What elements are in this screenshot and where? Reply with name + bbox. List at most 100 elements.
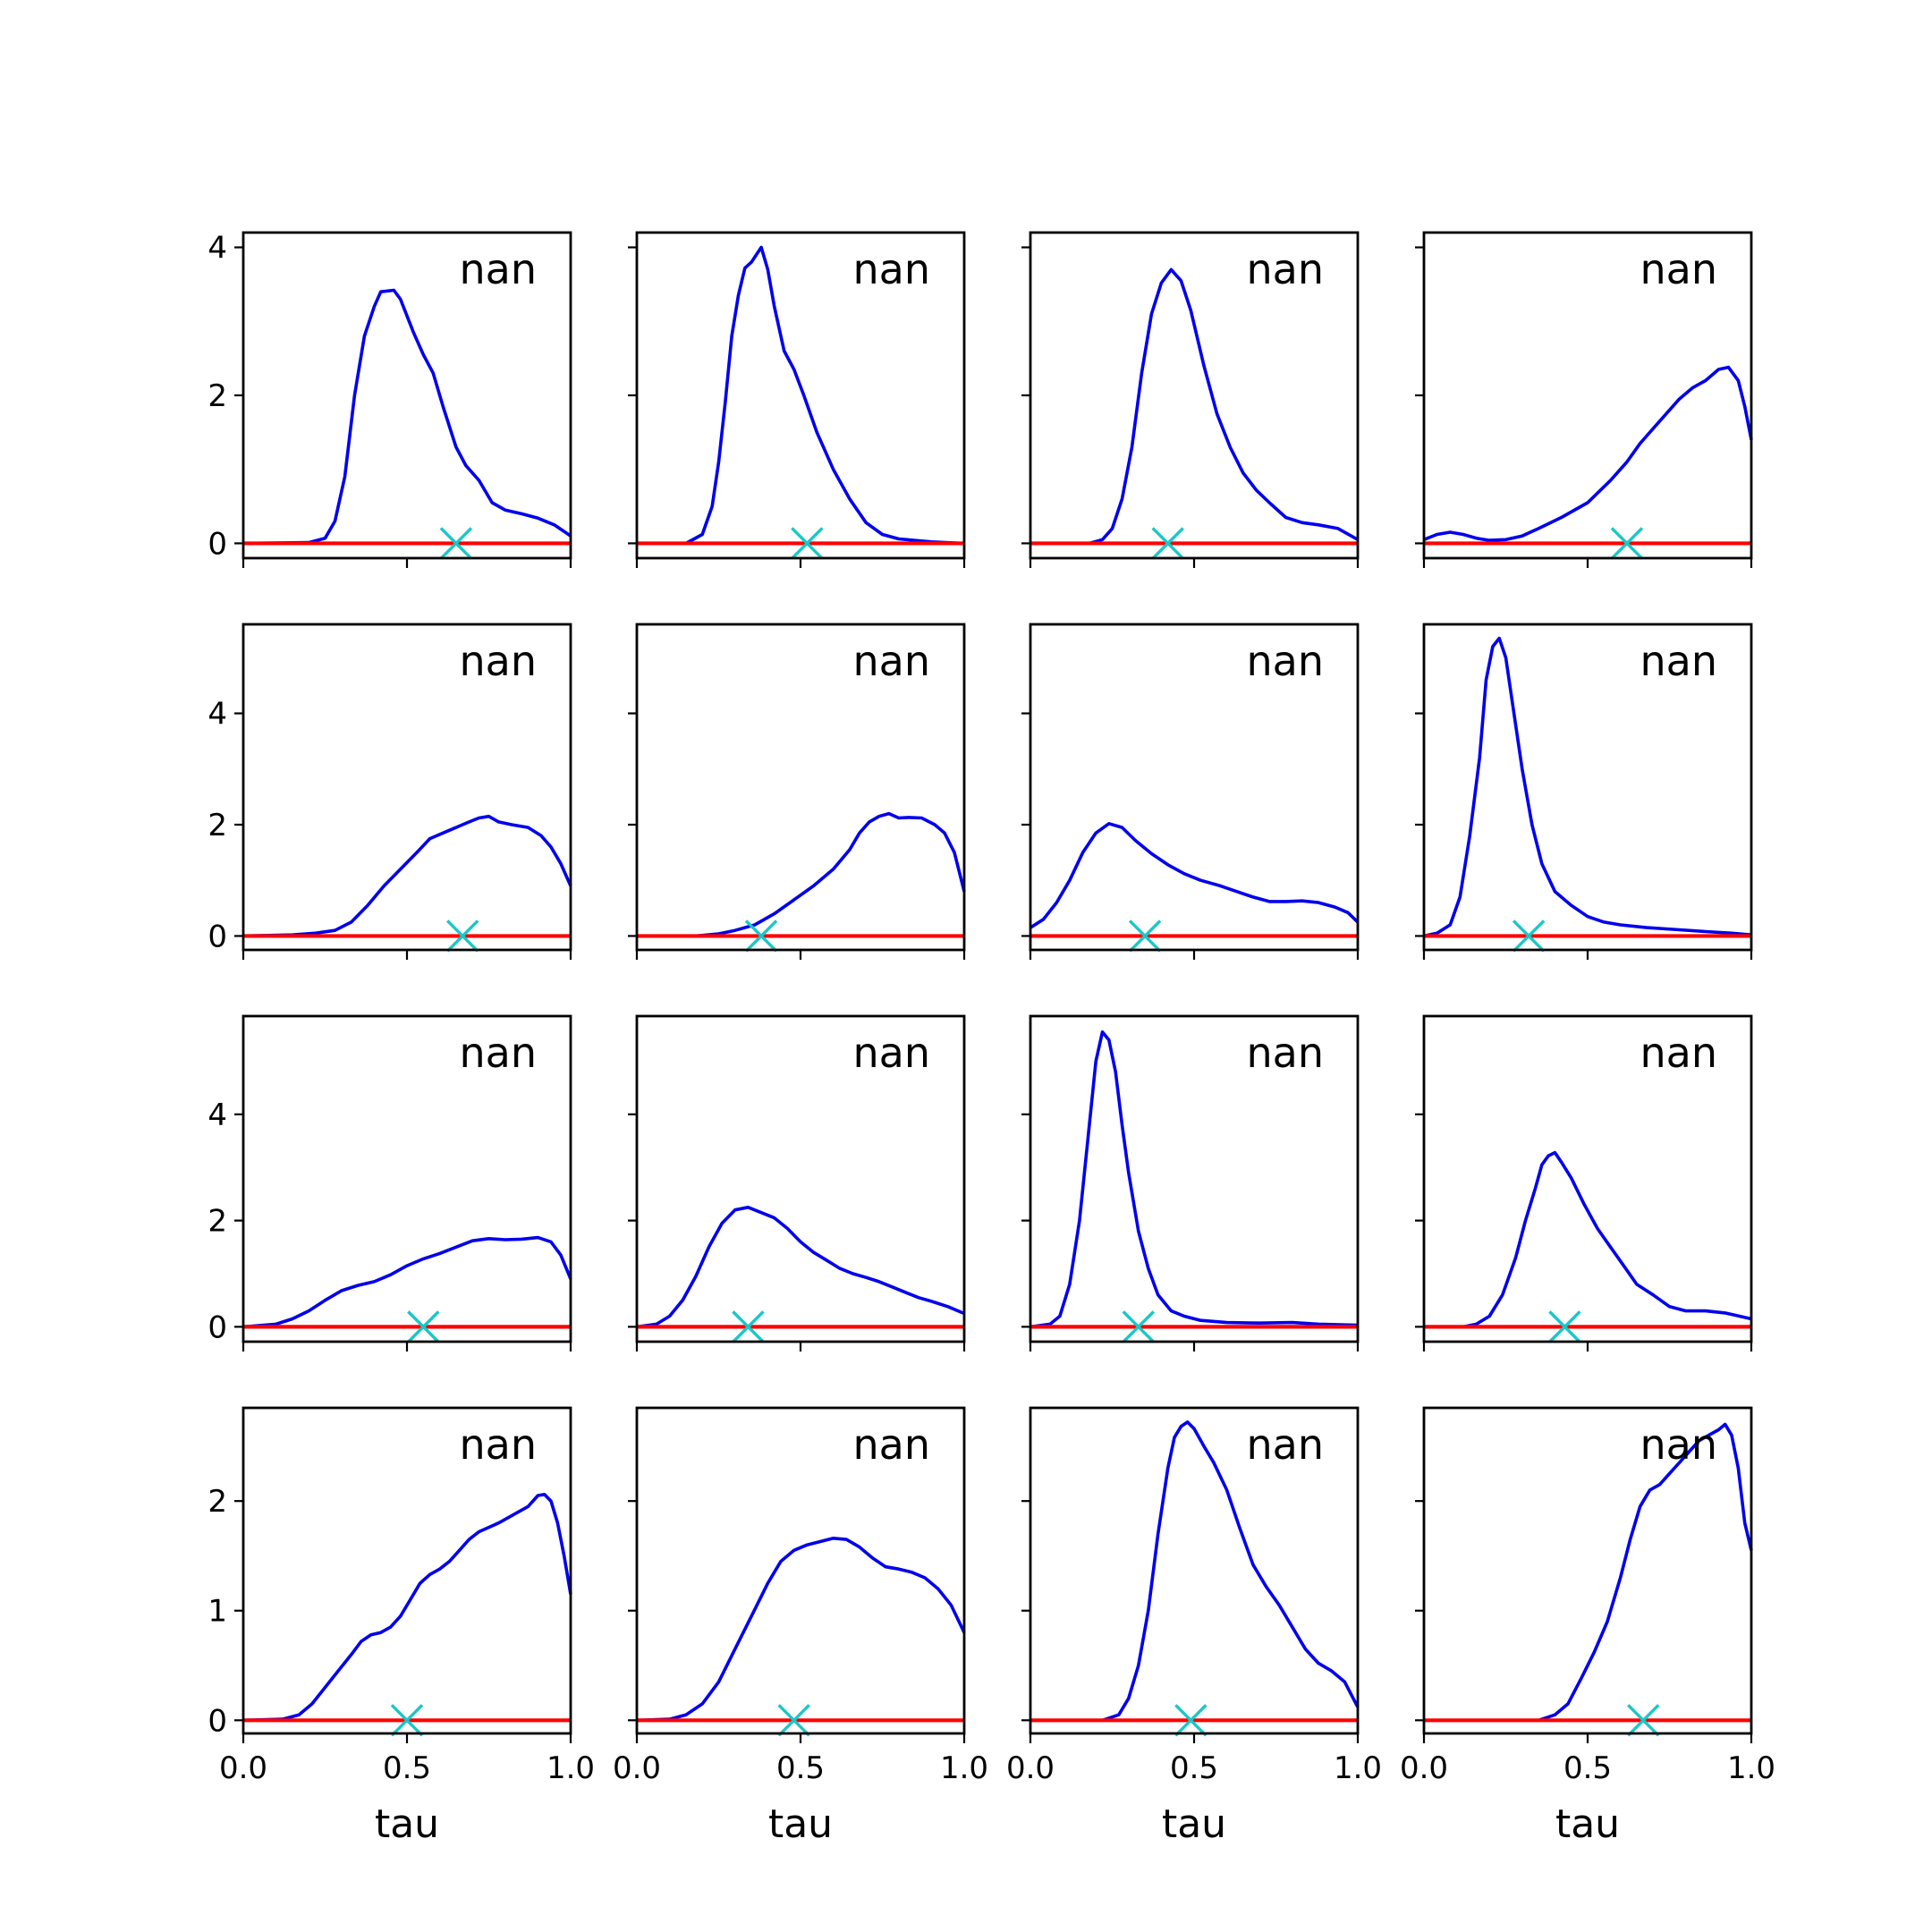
- y-tick-label: 0: [208, 919, 227, 954]
- density-curve: [1424, 1422, 1753, 1723]
- x-tick-label: 0.0: [613, 1750, 661, 1786]
- subplot-4-1: 0 1 2 0.0 0.5 1.0 tau nan: [208, 1406, 595, 1847]
- x-tick-label: 0.5: [1563, 1750, 1612, 1786]
- density-curve: [636, 1206, 965, 1329]
- x-marker: [390, 1704, 424, 1737]
- y-tick-label: 0: [208, 1309, 227, 1345]
- axes-frame: [1422, 1406, 1753, 1735]
- subplot-2-1: 0 2 4 nan: [208, 623, 572, 960]
- density-curve: [242, 1235, 572, 1329]
- x-marker-stroke: [1548, 1310, 1581, 1343]
- x-tick-label: 0.0: [219, 1750, 267, 1786]
- y-tick-label: 0: [208, 526, 227, 562]
- axes-frame: [1422, 1014, 1753, 1343]
- x-marker: [732, 1310, 765, 1343]
- panel-annotation: nan: [1640, 1420, 1718, 1469]
- x-tick-label: 0.0: [1400, 1750, 1448, 1786]
- axes-frame: [1029, 1014, 1360, 1343]
- x-marker-stroke: [791, 527, 824, 560]
- panel-annotation: nan: [853, 1029, 931, 1077]
- x-marker: [1512, 919, 1546, 953]
- subplot-1-3: nan: [1021, 231, 1360, 568]
- subplot-4-2: 0.0 0.5 1.0 tau nan: [613, 1406, 988, 1847]
- x-axis-label: tau: [768, 1801, 833, 1847]
- panel-annotation: nan: [1247, 637, 1325, 685]
- x-marker: [791, 527, 824, 560]
- x-marker-stroke: [407, 1310, 440, 1343]
- density-curve: [1030, 267, 1359, 546]
- density-curve: [242, 1493, 572, 1723]
- subplot-1-2: nan: [628, 231, 966, 568]
- x-marker: [1174, 1704, 1208, 1737]
- subplot-2-2: nan: [628, 623, 966, 960]
- axes-frame: [1029, 623, 1360, 952]
- x-marker-stroke: [1627, 1704, 1660, 1737]
- axes-frame: [635, 1406, 966, 1735]
- x-marker-stroke: [1151, 527, 1184, 560]
- density-curve: [1030, 1420, 1360, 1723]
- x-axis-label: tau: [375, 1801, 439, 1847]
- subplot-1-4: nan: [1415, 231, 1753, 568]
- axes-frame: [635, 623, 966, 952]
- panel-annotation: nan: [1247, 1029, 1325, 1077]
- density-curve: [242, 288, 572, 546]
- x-marker: [446, 919, 479, 953]
- subplot-3-4: nan: [1415, 1014, 1753, 1352]
- y-tick-label: 2: [208, 1204, 227, 1240]
- panel-annotation: nan: [1640, 1029, 1718, 1077]
- axes-frame: [1422, 231, 1753, 560]
- x-tick-label: 1.0: [1727, 1750, 1775, 1786]
- x-marker: [1151, 527, 1184, 560]
- axes-frame: [242, 231, 572, 560]
- density-curve: [1030, 821, 1360, 929]
- y-tick-label: 4: [208, 231, 227, 267]
- x-marker: [439, 527, 473, 560]
- y-tick-label: 2: [208, 1484, 227, 1520]
- x-marker-stroke: [446, 919, 479, 953]
- x-marker-stroke: [439, 527, 473, 560]
- x-marker-stroke: [732, 1310, 765, 1343]
- subplot-2-3: nan: [1021, 623, 1360, 960]
- x-tick-label: 1.0: [547, 1750, 595, 1786]
- x-marker: [1548, 1310, 1581, 1343]
- subplot-3-3: nan: [1021, 1014, 1360, 1352]
- x-marker: [407, 1310, 440, 1343]
- x-marker-stroke: [1174, 1704, 1208, 1737]
- panel-annotation: nan: [460, 637, 538, 685]
- subplot-1-1: 0 2 4 nan: [208, 231, 572, 568]
- axes-frame: [1422, 623, 1753, 952]
- x-marker: [1128, 919, 1162, 953]
- subplot-2-4: nan: [1415, 623, 1753, 960]
- x-marker: [744, 919, 778, 953]
- panel-annotation: nan: [460, 1029, 538, 1077]
- axes-frame: [635, 1014, 966, 1343]
- x-axis-label: tau: [1162, 1801, 1226, 1847]
- panel-annotation: nan: [1640, 245, 1718, 293]
- x-marker: [1122, 1310, 1155, 1343]
- axes-frame: [1029, 231, 1360, 560]
- density-curve: [1424, 1150, 1752, 1329]
- subplot-4-3: 0.0 0.5 1.0 tau nan: [1006, 1406, 1382, 1847]
- panel-annotation: nan: [853, 637, 931, 685]
- x-marker-stroke: [1122, 1310, 1155, 1343]
- x-marker: [1610, 527, 1644, 560]
- x-marker-stroke: [1128, 919, 1162, 953]
- x-tick-label: 0.0: [1006, 1750, 1055, 1786]
- density-curve: [637, 245, 965, 546]
- panel-annotation: nan: [460, 245, 538, 293]
- y-tick-label: 0: [208, 1703, 227, 1739]
- axes-frame: [635, 231, 966, 560]
- subplot-4-4: 0.0 0.5 1.0 tau nan: [1400, 1406, 1775, 1847]
- density-curve: [242, 814, 572, 938]
- y-tick-label: 1: [208, 1594, 227, 1630]
- subplot-3-1: 0 2 4 nan: [208, 1014, 572, 1352]
- x-tick-label: 0.5: [776, 1750, 825, 1786]
- x-marker: [777, 1704, 810, 1737]
- panel-annotation: nan: [1247, 245, 1325, 293]
- x-tick-label: 1.0: [1334, 1750, 1382, 1786]
- x-tick-label: 0.5: [383, 1750, 431, 1786]
- x-marker-stroke: [390, 1704, 424, 1737]
- axes-frame: [242, 1014, 572, 1343]
- panel-annotation: nan: [853, 245, 931, 293]
